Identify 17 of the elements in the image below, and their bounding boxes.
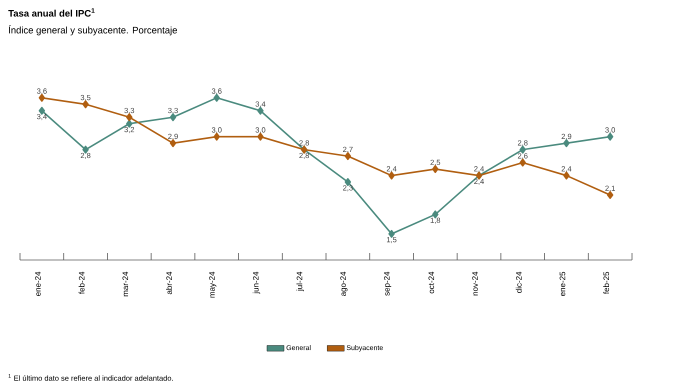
point	[214, 94, 220, 102]
point	[563, 172, 570, 180]
point	[520, 158, 526, 167]
chart-subtitle: Índice general y subyacente. Porcentaje	[8, 25, 177, 36]
point	[257, 132, 264, 141]
point	[170, 113, 176, 122]
point	[388, 172, 395, 180]
point	[344, 152, 352, 160]
point	[257, 106, 264, 115]
point	[170, 139, 176, 148]
point	[606, 132, 614, 141]
point	[432, 165, 438, 174]
point	[82, 100, 89, 108]
chart-title: Tasa anual del IPC$^{1}$	[8, 8, 95, 17]
point	[214, 132, 220, 141]
point	[126, 113, 132, 122]
point	[563, 139, 570, 148]
